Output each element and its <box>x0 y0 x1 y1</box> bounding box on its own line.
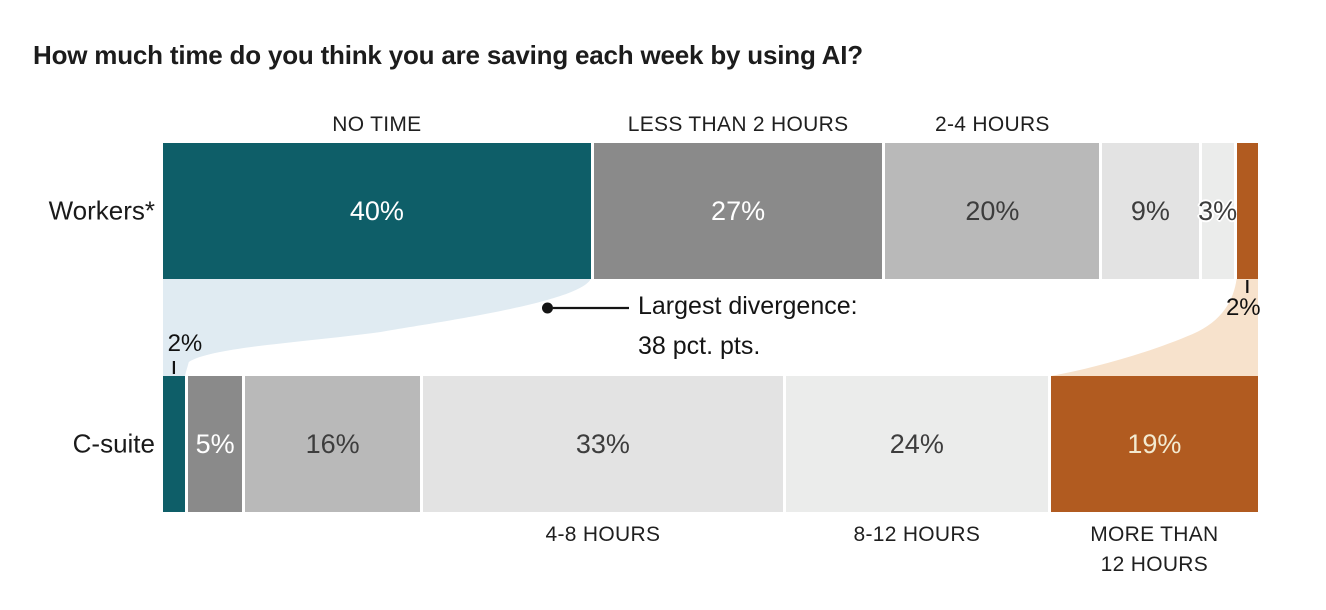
divergence-annotation: Largest divergence: 38 pct. pts. <box>638 286 858 366</box>
segment-workers-1: 27% <box>593 143 883 279</box>
flow-ribbon-more-than-12-hours <box>1050 279 1258 376</box>
segment-value-label: 24% <box>889 428 944 459</box>
annotation-line1: Largest divergence: <box>638 292 858 320</box>
segment-value-label: 33% <box>575 428 630 459</box>
row-label-csuite: C-suite <box>72 428 155 459</box>
segment-workers-0: 40% <box>163 143 591 279</box>
segment-value-label: 9% <box>1130 195 1170 226</box>
category-label-top-2: 2-4 HOURS <box>934 113 1050 136</box>
segment-value-label: 40% <box>349 195 404 226</box>
segment-csuite-1: 5% <box>187 376 243 512</box>
flow-ribbon-no-time <box>163 279 591 376</box>
segment-csuite-2: 16% <box>245 376 420 512</box>
segment-value-label: 20% <box>965 195 1020 226</box>
segment-workers-3: 9% <box>1102 143 1199 279</box>
row-label-workers: Workers* <box>48 195 155 226</box>
segment-value-label: 16% <box>305 428 360 459</box>
segment-workers-2: 20% <box>885 143 1100 279</box>
segment-value-label: 19% <box>1127 428 1182 459</box>
tick-workers-2pct <box>1246 280 1249 293</box>
segment-csuite-0 <box>163 376 185 512</box>
category-label-line: MORE THAN <box>1090 523 1219 546</box>
csuite-no-time-outside-label: 2% <box>167 330 203 357</box>
segment-csuite-4: 24% <box>785 376 1048 512</box>
category-label-bottom-3: 4-8 HOURS <box>546 520 661 550</box>
category-label-bottom-4: 8-12 HOURS <box>853 520 980 550</box>
workers-more-than-12-outside-label: 2% <box>1225 294 1261 321</box>
segment-csuite-3: 33% <box>422 376 783 512</box>
category-label-line: 8-12 HOURS <box>853 523 981 546</box>
segment-workers-5 <box>1236 143 1258 279</box>
segment-value-label: 5% <box>195 428 235 459</box>
category-label-top-0: NO TIME <box>332 113 422 136</box>
segment-csuite-5: 19% <box>1050 376 1258 512</box>
annotation-dot <box>542 302 553 314</box>
category-label-top-1: LESS THAN 2 HOURS <box>627 113 849 136</box>
segment-value-label: 27% <box>711 195 766 226</box>
annotation-line2: 38 pct. pts. <box>638 332 761 360</box>
category-label-line: 12 HOURS <box>1100 553 1209 576</box>
chart-title: How much time do you think you are savin… <box>33 40 863 70</box>
category-label-line: 4-8 HOURS <box>545 523 661 546</box>
segment-value-label: 3% <box>1198 195 1238 226</box>
tick-csuite-2pct <box>172 361 176 374</box>
category-label-bottom-5: MORE THAN 12 HOURS <box>1090 520 1218 580</box>
segment-workers-4: 3% <box>1198 143 1237 279</box>
